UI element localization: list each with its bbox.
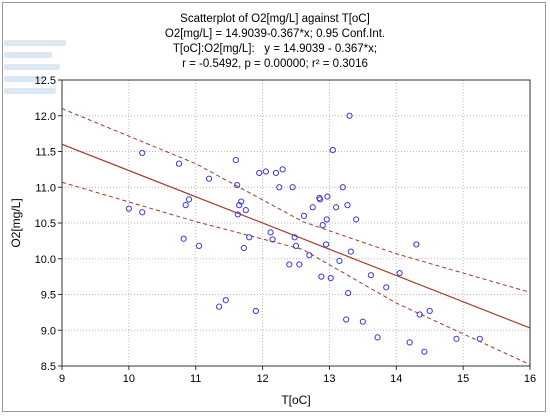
data-point: [322, 241, 330, 248]
data-point: [323, 216, 330, 223]
x-tick-label: 14: [390, 373, 402, 385]
data-point: [182, 202, 189, 209]
data-point: [309, 204, 316, 211]
data-point: [279, 166, 286, 173]
data-point: [476, 335, 483, 342]
data-point: [267, 229, 274, 236]
data-point: [318, 273, 325, 280]
confidence-band-upper: [61, 108, 531, 293]
data-point: [292, 242, 300, 249]
x-tick-label: 10: [123, 373, 135, 385]
data-point: [353, 216, 360, 223]
data-point: [406, 339, 413, 346]
data-point: [139, 149, 146, 157]
data-point: [416, 311, 423, 318]
y-tick-label: 10.5: [35, 218, 56, 230]
confidence-band-lower: [61, 181, 531, 366]
data-point: [329, 146, 336, 154]
chart-subtitle-fit: T[oC]:O2[mg/L]: y = 14.9039 - 0.367*x;: [172, 43, 378, 55]
data-point: [296, 261, 303, 268]
data-point: [339, 184, 346, 191]
data-point: [125, 205, 132, 212]
data-point: [453, 335, 460, 342]
y-tick-label: 9.0: [41, 325, 56, 337]
data-point: [195, 242, 203, 249]
data-point: [347, 248, 354, 255]
y-tick-label: 8.5: [41, 361, 56, 373]
data-point: [346, 112, 353, 119]
data-point: [396, 269, 403, 277]
data-point: [246, 234, 253, 241]
data-point: [300, 212, 308, 219]
y-tick-label: 11.0: [35, 182, 56, 194]
data-point: [252, 307, 259, 315]
y-tick-label: 9.5: [41, 290, 56, 302]
data-point: [421, 348, 428, 355]
chart-subtitle-equation: O2[mg/L] = 14.9039-0.367*x; 0.95 Conf.In…: [164, 28, 386, 40]
y-tick-label: 12.5: [35, 75, 56, 87]
data-point: [333, 204, 340, 211]
chart-title: Scatterplot of O2[mg/L] against T[oC]: [180, 13, 370, 25]
data-point: [216, 303, 223, 310]
data-point: [324, 193, 331, 200]
data-point: [272, 169, 280, 177]
x-axis-label: T[oC]: [281, 393, 310, 407]
y-tick-label: 10.0: [35, 254, 56, 266]
faded-background-panel: [4, 34, 74, 104]
data-point: [242, 207, 249, 214]
data-point: [306, 252, 313, 259]
chart-subtitle-stats: r = -0.5492, p = 0.00000; r² = 0.3016: [182, 58, 368, 70]
data-point: [374, 334, 381, 341]
data-point: [175, 160, 183, 167]
data-point: [240, 244, 247, 252]
data-point: [345, 289, 352, 297]
data-point: [336, 257, 343, 264]
data-point: [222, 297, 229, 304]
data-point: [316, 196, 324, 203]
x-tick-label: 15: [457, 373, 469, 385]
data-point: [139, 209, 146, 216]
data-point: [344, 202, 351, 209]
data-point: [256, 169, 263, 177]
data-point: [232, 156, 239, 164]
data-point: [276, 184, 283, 191]
y-tick-label: 11.5: [35, 147, 56, 159]
regression-line: [61, 143, 531, 329]
data-point: [205, 175, 213, 182]
x-tick-label: 9: [59, 373, 65, 385]
data-point: [180, 235, 187, 242]
x-tick-label: 16: [524, 373, 536, 385]
data-point: [383, 284, 390, 291]
data-point: [269, 236, 276, 243]
data-point: [327, 274, 334, 282]
data-point: [185, 196, 193, 203]
y-tick-label: 12.0: [35, 111, 56, 123]
data-point: [234, 211, 241, 218]
data-point: [426, 307, 433, 315]
data-point: [262, 168, 270, 175]
data-point: [234, 182, 241, 189]
data-point: [413, 241, 420, 248]
chart-frame: [2, 2, 546, 412]
x-tick-label: 13: [323, 373, 335, 385]
x-tick-label: 11: [190, 373, 201, 385]
y-axis-label: O2[mg/L]: [9, 198, 23, 247]
x-tick-label: 12: [256, 373, 268, 385]
data-point: [291, 234, 298, 241]
data-point: [238, 198, 245, 205]
data-point: [319, 222, 326, 229]
data-point: [289, 184, 296, 191]
data-point: [367, 272, 374, 279]
data-point: [286, 261, 293, 268]
data-point: [359, 318, 366, 325]
data-point: [343, 316, 350, 323]
